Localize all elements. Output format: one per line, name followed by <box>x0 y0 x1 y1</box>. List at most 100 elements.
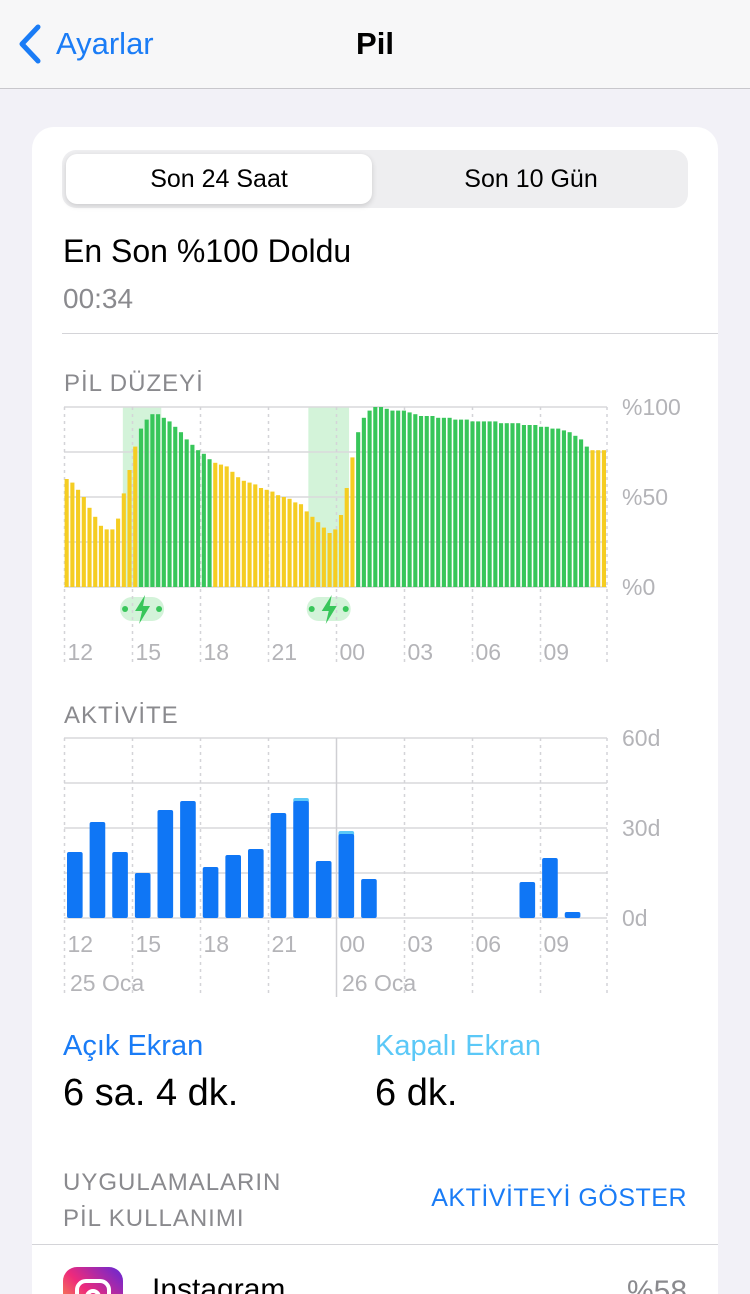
battery-bar <box>596 450 601 587</box>
instagram-icon <box>63 1267 123 1294</box>
activity-bar-on <box>270 813 287 918</box>
x-tick-label: 12 <box>68 931 94 957</box>
battery-bar <box>573 435 578 587</box>
battery-bar <box>173 426 178 587</box>
x-tick-label: 09 <box>544 639 570 665</box>
battery-bar <box>499 423 504 587</box>
activity-bar-on <box>225 855 241 918</box>
battery-bar <box>87 507 92 587</box>
activity-bar-on <box>157 810 174 918</box>
battery-bar <box>527 425 532 587</box>
y-tick-label: 0d <box>622 905 648 931</box>
battery-bar <box>110 529 115 587</box>
battery-bar <box>458 419 464 587</box>
screen-on-label: Açık Ekran <box>63 1030 204 1062</box>
battery-bar <box>201 453 206 587</box>
battery-bar <box>481 421 486 587</box>
battery-bar <box>138 428 144 587</box>
battery-bar <box>321 527 326 587</box>
y-tick-label: 30d <box>622 815 660 841</box>
battery-bar <box>390 410 395 587</box>
battery-bar <box>304 511 309 587</box>
battery-bar <box>373 407 378 587</box>
y-tick-label: 60d <box>622 725 660 751</box>
battery-bar <box>247 482 252 587</box>
date-label: 26 Oca <box>342 970 416 996</box>
x-tick-label: 06 <box>476 931 502 957</box>
battery-bar <box>298 504 304 587</box>
y-tick-label: %100 <box>622 394 681 420</box>
show-activity-button[interactable]: AKTİVİTEYİ GÖSTER <box>431 1184 687 1212</box>
battery-bar <box>378 407 384 587</box>
battery-bar <box>356 432 361 587</box>
battery-bar <box>344 488 349 587</box>
battery-bar <box>487 421 492 587</box>
x-tick-label: 12 <box>68 639 94 665</box>
battery-level-label: PİL DÜZEYİ <box>64 370 204 397</box>
battery-bar <box>521 425 526 587</box>
navigation-bar: Ayarlar Pil <box>0 0 750 89</box>
activity-bar-on <box>112 852 128 918</box>
battery-bar <box>178 432 184 587</box>
app-row-instagram[interactable]: Instagram %58 <box>32 1245 718 1294</box>
x-tick-label: 21 <box>272 931 298 957</box>
battery-bar <box>333 529 338 587</box>
battery-bar <box>207 459 212 587</box>
lightning-icon <box>135 595 151 624</box>
activity-bar-on <box>519 882 536 918</box>
activity-bar-on <box>134 873 151 918</box>
activity-bar-on <box>315 861 332 918</box>
battery-bar <box>287 498 292 587</box>
activity-bar-on <box>338 834 355 918</box>
divider <box>32 1244 718 1245</box>
battery-bar <box>93 516 98 587</box>
battery-bar <box>327 533 332 587</box>
battery-bar <box>104 529 109 587</box>
charging-dot <box>122 606 129 612</box>
x-tick-label: 21 <box>272 639 298 665</box>
chevron-left-icon <box>19 24 41 64</box>
battery-bar <box>316 522 321 587</box>
battery-bar <box>470 421 475 587</box>
activity-label: AKTİVİTE <box>64 702 179 729</box>
battery-bar <box>453 419 458 587</box>
battery-bar <box>367 410 372 587</box>
battery-bar <box>224 466 229 587</box>
x-tick-label: 00 <box>340 639 366 665</box>
activity-bar-on <box>293 801 309 918</box>
battery-bar <box>144 419 149 587</box>
charts-canvas: %100 %50 %0 12 15 18 21 00 03 06 09 60d 30d 0d 12 15 18 2… <box>63 394 681 997</box>
battery-bar <box>436 417 441 587</box>
battery-bar <box>584 446 589 587</box>
battery-bar <box>338 515 344 587</box>
battery-bar <box>424 416 429 587</box>
charging-dot <box>156 606 163 612</box>
battery-bar <box>258 488 264 587</box>
battery-bar <box>310 516 315 587</box>
battery-bar <box>550 428 555 587</box>
divider <box>62 333 718 334</box>
segment-last-10-days[interactable]: Son 10 Gün <box>464 164 598 193</box>
battery-bar <box>116 518 121 587</box>
x-tick-label: 09 <box>544 931 570 957</box>
battery-bar <box>167 421 172 587</box>
back-button[interactable]: Ayarlar <box>16 22 154 66</box>
battery-bar <box>447 417 452 587</box>
x-tick-label: 03 <box>408 639 434 665</box>
screen-on-value: 6 sa. 4 dk. <box>63 1072 239 1114</box>
battery-bar <box>384 408 389 587</box>
battery-bar <box>230 471 235 587</box>
activity-bar-on <box>564 912 581 918</box>
battery-bar <box>121 493 126 587</box>
battery-bar <box>579 439 584 587</box>
battery-bar <box>196 450 201 587</box>
battery-bar <box>401 410 406 587</box>
battery-bar <box>156 414 161 587</box>
battery-bar <box>464 419 469 587</box>
segment-last-24-hours[interactable]: Son 24 Saat <box>66 154 372 204</box>
battery-bar <box>293 502 298 587</box>
battery-bar <box>430 416 435 587</box>
last-charged-time: 00:34 <box>63 283 134 314</box>
battery-bar <box>81 497 86 587</box>
battery-bar <box>253 484 258 587</box>
